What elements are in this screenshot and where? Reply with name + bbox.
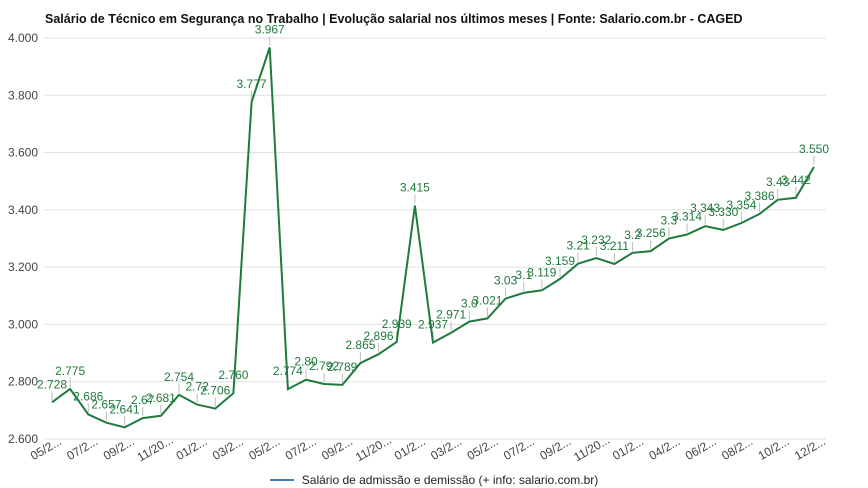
data-label: 3.550 (799, 142, 829, 156)
data-label: 2.681 (146, 391, 176, 405)
data-label: 2.896 (364, 329, 394, 343)
data-label: 3.1 (515, 268, 532, 282)
x-tick-label: 01/2... (610, 434, 646, 463)
data-label: 2.728 (37, 377, 67, 391)
x-tick-label: 08/2... (719, 434, 755, 463)
x-tick-label: 12/2... (792, 434, 828, 463)
data-label: 3.03 (494, 274, 518, 288)
data-labels: 2.7282.7752.6862.6572.6412.672.6812.7542… (37, 22, 829, 416)
data-label: 3.256 (636, 226, 666, 240)
x-tick-label: 11/20... (353, 433, 394, 465)
data-label: 3.330 (708, 205, 738, 219)
data-label: 2.937 (418, 317, 448, 331)
data-label: 2.792 (309, 359, 339, 373)
grid-layer (44, 37, 826, 440)
y-tick-label: 3.400 (8, 203, 38, 217)
data-label: 3.119 (527, 265, 556, 279)
data-label: 3.232 (581, 233, 611, 247)
data-label: 3.2 (624, 228, 641, 242)
legend-label: Salário de admissão e demissão (+ info: … (301, 473, 599, 487)
chart-title: Salário de Técnico em Segurança no Traba… (45, 12, 743, 26)
data-label: 3.021 (472, 293, 502, 307)
data-label: 2.754 (164, 370, 194, 384)
y-tick-label: 3.200 (8, 260, 38, 274)
data-label: 2.72 (185, 380, 209, 394)
data-label: 2.760 (218, 368, 248, 382)
x-tick-label: 05/2... (246, 434, 282, 463)
legend-swatch (269, 479, 294, 481)
x-axis-ticks: 05/2... 07/2... 09/2...11/20...01/2... 03/2… (28, 433, 828, 465)
x-tick-label: 09/2... (101, 434, 137, 463)
data-label: 2.686 (73, 389, 103, 403)
data-label: 3.159 (545, 254, 575, 268)
data-label: 3.442 (781, 173, 811, 187)
data-label: 2.657 (91, 398, 121, 412)
data-label: 2.865 (345, 338, 375, 352)
y-tick-label: 4.000 (8, 31, 38, 45)
x-tick-label: 05/2... (465, 434, 501, 463)
x-tick-label: 09/2... (537, 434, 573, 463)
data-label: 3.343 (690, 201, 720, 215)
x-tick-label: 07/2... (64, 434, 100, 463)
data-label: 2.789 (327, 360, 357, 374)
data-label: 3.314 (672, 209, 702, 223)
data-label: 3.0 (461, 297, 478, 311)
x-tick-label: 03/2... (428, 434, 464, 463)
data-label: 2.939 (382, 317, 412, 331)
data-label: 3.967 (255, 22, 285, 36)
data-label: 3.211 (600, 239, 629, 253)
legend[interactable]: Salário de admissão e demissão (+ info: … (0, 472, 868, 488)
data-label: 3.21 (566, 239, 590, 253)
x-tick-label: 10/2... (756, 434, 792, 463)
series-line (51, 47, 815, 429)
data-label: 2.775 (55, 364, 85, 378)
x-tick-label: 06/2... (683, 434, 719, 463)
data-label: 3.415 (400, 181, 430, 195)
data-label: 3.354 (726, 198, 756, 212)
y-axis-ticks: 2.600 2.800 3.000 3.200 3.400 3.600 3.800 4.000 (8, 31, 38, 446)
data-label: 2.706 (200, 384, 230, 398)
y-tick-label: 2.800 (8, 375, 38, 389)
y-tick-label: 3.000 (8, 317, 38, 331)
x-tick-label: 11/20... (571, 433, 612, 465)
data-label: 2.641 (110, 402, 140, 416)
data-label: 3.777 (237, 77, 267, 91)
x-tick-label: 01/2... (392, 434, 428, 463)
data-label: 3.3 (661, 214, 678, 228)
x-tick-label: 04/2... (647, 434, 683, 463)
x-tick-label: 07/2... (501, 434, 537, 463)
data-label: 3.43 (766, 175, 790, 189)
x-tick-label: 11/20... (135, 433, 176, 465)
label-stems (51, 36, 815, 426)
x-tick-label: 03/2... (210, 434, 246, 463)
data-label: 2.971 (436, 308, 466, 322)
y-tick-label: 2.600 (8, 432, 38, 446)
y-tick-label: 3.800 (8, 88, 38, 102)
x-tick-label: 01/2... (174, 434, 210, 463)
data-label: 2.774 (273, 364, 303, 378)
x-tick-label: 07/2... (283, 434, 319, 463)
data-label: 2.80 (294, 355, 318, 369)
y-tick-label: 3.600 (8, 146, 38, 160)
x-tick-label: 09/2... (319, 434, 355, 463)
data-label: 3.386 (745, 189, 775, 203)
data-label: 2.67 (131, 393, 155, 407)
